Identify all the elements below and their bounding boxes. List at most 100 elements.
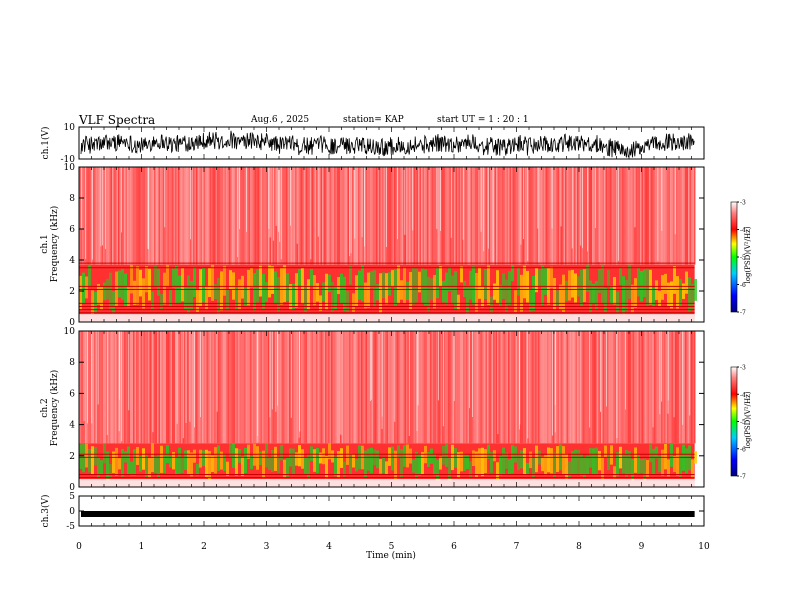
ch1-spec-cell bbox=[508, 271, 511, 305]
ch2-spec-cell bbox=[295, 452, 298, 466]
ch1-spec-streak bbox=[584, 167, 586, 265]
ch2-spec-streak bbox=[248, 331, 250, 444]
ch2-spec-cell bbox=[238, 449, 241, 463]
ch1-spec-streak bbox=[377, 167, 379, 265]
ch1-spec-cell bbox=[205, 285, 208, 310]
ch1-spec-streak bbox=[365, 167, 367, 265]
ch1-spec-streak bbox=[611, 167, 613, 265]
ch1-spec-streak bbox=[659, 167, 661, 265]
ch2-spec-streak bbox=[154, 331, 156, 444]
ch2-spec-streak bbox=[500, 331, 502, 444]
ch2-spec-gap bbox=[277, 331, 278, 406]
ch1-spec-cell bbox=[493, 283, 496, 300]
colorbar-1-bar bbox=[730, 201, 738, 313]
ch1-spec-streak bbox=[407, 167, 409, 265]
ch2-spec-streak bbox=[649, 331, 651, 444]
time-tick-label: 8 bbox=[576, 542, 582, 552]
ch2-spec-gap bbox=[290, 331, 292, 418]
ch1-spec-gap bbox=[237, 167, 239, 257]
ch1-spec-cell bbox=[316, 283, 319, 302]
ch3-y-tick-label: 5 bbox=[69, 492, 75, 502]
colorbar-2-tick-label: -4 bbox=[740, 392, 746, 399]
ch2-spec-streak bbox=[125, 331, 127, 444]
ch1-spec-streak bbox=[139, 167, 141, 265]
ch2-spec-cell bbox=[334, 456, 337, 477]
ch2-spec-streak bbox=[400, 331, 402, 444]
ch2-spec-cell bbox=[493, 450, 496, 462]
ch2-spec-streak bbox=[380, 331, 382, 444]
ch2-spec-streak bbox=[460, 331, 462, 444]
ch2-spec-streak bbox=[646, 331, 648, 444]
ch2-spec-streak bbox=[188, 331, 190, 444]
ch2-spec-cell bbox=[439, 456, 442, 470]
ch1-spec-streak bbox=[391, 167, 393, 265]
ch1-spec-streak bbox=[176, 167, 178, 265]
ch2-spec-streak bbox=[322, 331, 324, 444]
ch2-spec-cell bbox=[379, 459, 382, 474]
ch1-spec-gap bbox=[147, 167, 149, 249]
ch2-spec-streak bbox=[272, 331, 274, 444]
ch2-spec-streak bbox=[467, 331, 469, 444]
ch2-spec-streak bbox=[239, 331, 241, 444]
ch1-spec-cell bbox=[532, 275, 535, 311]
ch1-spec-cell bbox=[115, 271, 118, 306]
ch2-spec-gap bbox=[472, 331, 473, 417]
ch2-spec-cell bbox=[631, 459, 634, 479]
ch2-spec-streak bbox=[116, 331, 118, 444]
ch1-spec-streak bbox=[415, 167, 417, 265]
ch1-spec-streak bbox=[445, 167, 447, 265]
ch1-spec-streak bbox=[385, 167, 387, 265]
ch2-spec-gap bbox=[340, 331, 342, 435]
ch1-spec-gap bbox=[674, 167, 676, 235]
ch2-spec-streak bbox=[635, 331, 637, 444]
ch2-spec-streak bbox=[461, 331, 463, 444]
ch1-spec-streak bbox=[107, 167, 109, 265]
ch1-spec-streak bbox=[175, 167, 177, 265]
ch1-spec-gap bbox=[594, 167, 596, 228]
ch2-spec-streak bbox=[631, 331, 633, 444]
ch2-spec-streak bbox=[343, 331, 345, 444]
ch1-spec-cell bbox=[127, 285, 130, 308]
ch1-spec-gap bbox=[349, 167, 351, 257]
ch1-y-tick-label: -10 bbox=[61, 155, 76, 165]
ch1-spec-streak bbox=[229, 167, 231, 265]
ch2-spec-streak bbox=[218, 331, 220, 444]
ch1-spec-cell bbox=[592, 283, 595, 305]
ch2-spec-streak bbox=[556, 331, 558, 444]
ch2-spec-gap bbox=[437, 331, 439, 401]
ch2-spec-streak bbox=[229, 331, 231, 444]
ch1-spec-cell bbox=[118, 270, 121, 298]
ch1-spec-streak bbox=[518, 167, 520, 265]
ch2-spec-gap bbox=[371, 331, 373, 400]
ch2-spec-gap bbox=[453, 331, 455, 401]
ch2-spec-streak bbox=[475, 331, 477, 444]
ch1-spec-streak bbox=[124, 167, 126, 265]
ch2-spec-streak bbox=[473, 331, 475, 444]
ch2-spec-gap bbox=[275, 331, 277, 412]
ch2-spec-streak bbox=[590, 331, 592, 444]
ch1-spec-gap bbox=[436, 167, 438, 229]
ch1-spec-streak bbox=[217, 167, 219, 265]
ch2-spec-cell bbox=[625, 449, 628, 477]
ch2-spec-streak bbox=[136, 331, 138, 444]
ch2-spec-streak bbox=[352, 331, 354, 444]
ch2-spec-gap bbox=[200, 331, 201, 418]
ch2-spec-cell bbox=[487, 444, 490, 459]
ch1-spec-streak bbox=[254, 167, 256, 265]
ch1-trace bbox=[80, 130, 695, 158]
ch1-spec-cell bbox=[673, 266, 676, 294]
ch2-spec-streak bbox=[404, 331, 406, 444]
ch1-spec-cell bbox=[331, 281, 334, 312]
ch1-spec-streak bbox=[91, 167, 93, 265]
ch2-spec-streak bbox=[523, 331, 525, 444]
ch1-spec-gap bbox=[350, 167, 352, 254]
ch1-spec-gap bbox=[102, 167, 103, 246]
ch1-spec-streak bbox=[614, 167, 616, 265]
ch1-spec-streak bbox=[238, 167, 240, 265]
ch1-spec-gap bbox=[269, 167, 271, 238]
ch2-spec-streak bbox=[454, 331, 456, 444]
ch2-spec-streak bbox=[526, 331, 528, 444]
ch2-spec-streak bbox=[362, 331, 364, 444]
ch2-spec-cell bbox=[457, 452, 460, 478]
ch2-spec-streak bbox=[524, 331, 526, 444]
